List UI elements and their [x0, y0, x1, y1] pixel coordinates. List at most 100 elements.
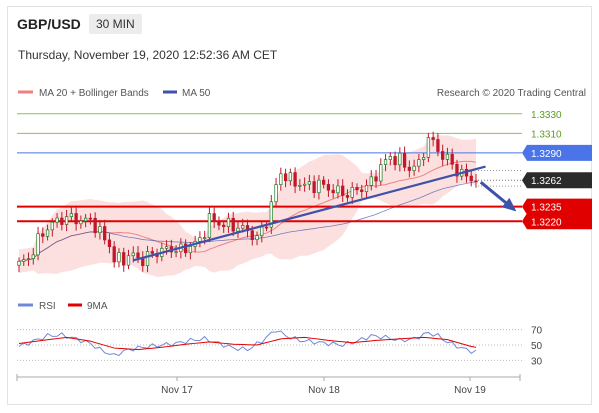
level-tag-1-3220: [522, 213, 592, 230]
candle-body: [88, 217, 93, 220]
candle-body: [345, 195, 350, 198]
candle-body: [364, 185, 369, 193]
rsi-tick-30: 30: [531, 356, 543, 367]
copyright-text: Research © 2020 Trading Central: [437, 88, 586, 99]
candle-body: [122, 252, 126, 266]
trendline: [132, 165, 486, 262]
projection-arrow-head: [501, 197, 517, 212]
candle-body: [50, 221, 54, 231]
candle-body: [60, 217, 64, 225]
x-tick-label: Nov 17: [161, 385, 193, 396]
candle-body: [64, 216, 69, 225]
candle-body: [383, 159, 388, 165]
candle-body: [164, 246, 169, 249]
candle-body: [288, 172, 292, 182]
candle-body: [402, 152, 407, 168]
candle-body: [174, 251, 178, 254]
candle-body: [83, 217, 88, 222]
candle-body: [45, 229, 50, 237]
rsi-tick-50: 50: [531, 341, 543, 352]
candle-body: [374, 176, 378, 182]
candle-body: [17, 260, 21, 266]
legend-9ma: 9MA: [87, 301, 108, 312]
candle-body: [421, 157, 426, 160]
x-axis-ticks: Nov 17 Nov 18 Nov 19: [16, 374, 521, 396]
rsi-9ma-line: [18, 336, 477, 351]
candle-body: [412, 165, 416, 171]
level-label-1-3235: 1.3235: [531, 203, 562, 214]
candle-body: [474, 180, 478, 183]
bollinger-bands-area: [19, 134, 476, 277]
candle-body: [226, 217, 231, 227]
candle-body: [241, 225, 245, 229]
candle-body: [360, 189, 364, 193]
level-labels: 1.3330 1.3310 1.3290 1.3262 1.3235 1.3220: [522, 110, 592, 230]
candle-body: [107, 239, 112, 248]
candle-body: [126, 255, 131, 266]
level-label-1-3310: 1.3310: [531, 129, 562, 140]
candle-body: [198, 237, 202, 242]
candle-body: [469, 175, 473, 182]
candle-body: [436, 139, 440, 152]
level-label-1-3290: 1.3290: [531, 149, 562, 160]
candle-body: [22, 259, 26, 262]
candle-body: [279, 173, 283, 186]
x-tick-label: Nov 19: [454, 385, 486, 396]
candle-body: [236, 227, 240, 232]
candle-body: [131, 252, 135, 257]
candle-body: [150, 251, 154, 254]
candle-body: [231, 217, 235, 232]
candle-body: [203, 237, 207, 240]
candle-body: [426, 137, 431, 158]
candle-body: [369, 176, 373, 186]
candle-body: [117, 252, 121, 263]
legend-ma20: MA 20 + Bollinger Bands: [39, 88, 149, 99]
candle-body: [317, 179, 321, 194]
candle-body: [183, 243, 188, 254]
candle-body: [26, 258, 31, 260]
candle-body: [41, 233, 45, 237]
candle-body: [298, 184, 302, 187]
candle-body: [379, 164, 383, 182]
candle-body: [398, 152, 402, 166]
candle-body: [145, 251, 150, 267]
candle-body: [217, 220, 221, 226]
candle-body: [93, 217, 97, 234]
candle-body: [31, 254, 35, 259]
level-tag-1-3262: [522, 172, 592, 189]
level-tag-1-3235: [522, 198, 592, 215]
candle-body: [79, 220, 83, 225]
level-label-1-3330: 1.3330: [531, 110, 562, 121]
candle-body: [260, 226, 264, 237]
candle-body: [274, 184, 278, 203]
level-label-1-3262: 1.3262: [531, 176, 562, 187]
candle-body: [307, 181, 312, 185]
candle-body: [441, 151, 445, 160]
main-plot-area: [17, 113, 522, 277]
candle-body: [283, 173, 288, 182]
candle-body: [417, 159, 421, 167]
candle-body: [331, 189, 335, 194]
candle-body: [103, 226, 107, 241]
candle-body: [293, 172, 297, 187]
symbol-title: GBP/USD: [17, 16, 81, 32]
candle-body: [322, 179, 326, 185]
legend-ma50: MA 50: [182, 88, 211, 99]
candle-body: [388, 156, 392, 160]
x-tick-label: Nov 18: [308, 385, 340, 396]
legend-rsi: RSI: [39, 301, 56, 312]
candle-body: [222, 224, 226, 227]
candle-body: [312, 181, 316, 194]
candle-body: [207, 213, 212, 239]
candle-body: [341, 185, 345, 196]
candle-body: [188, 246, 193, 254]
candle-body: [112, 246, 116, 263]
candle-body: [355, 187, 359, 191]
candle-body: [55, 217, 59, 223]
level-label-1-3220: 1.3220: [531, 217, 562, 228]
candle-body: [36, 233, 40, 256]
timeframe-badge[interactable]: 30 MIN: [89, 14, 142, 34]
candle-body: [136, 252, 140, 259]
